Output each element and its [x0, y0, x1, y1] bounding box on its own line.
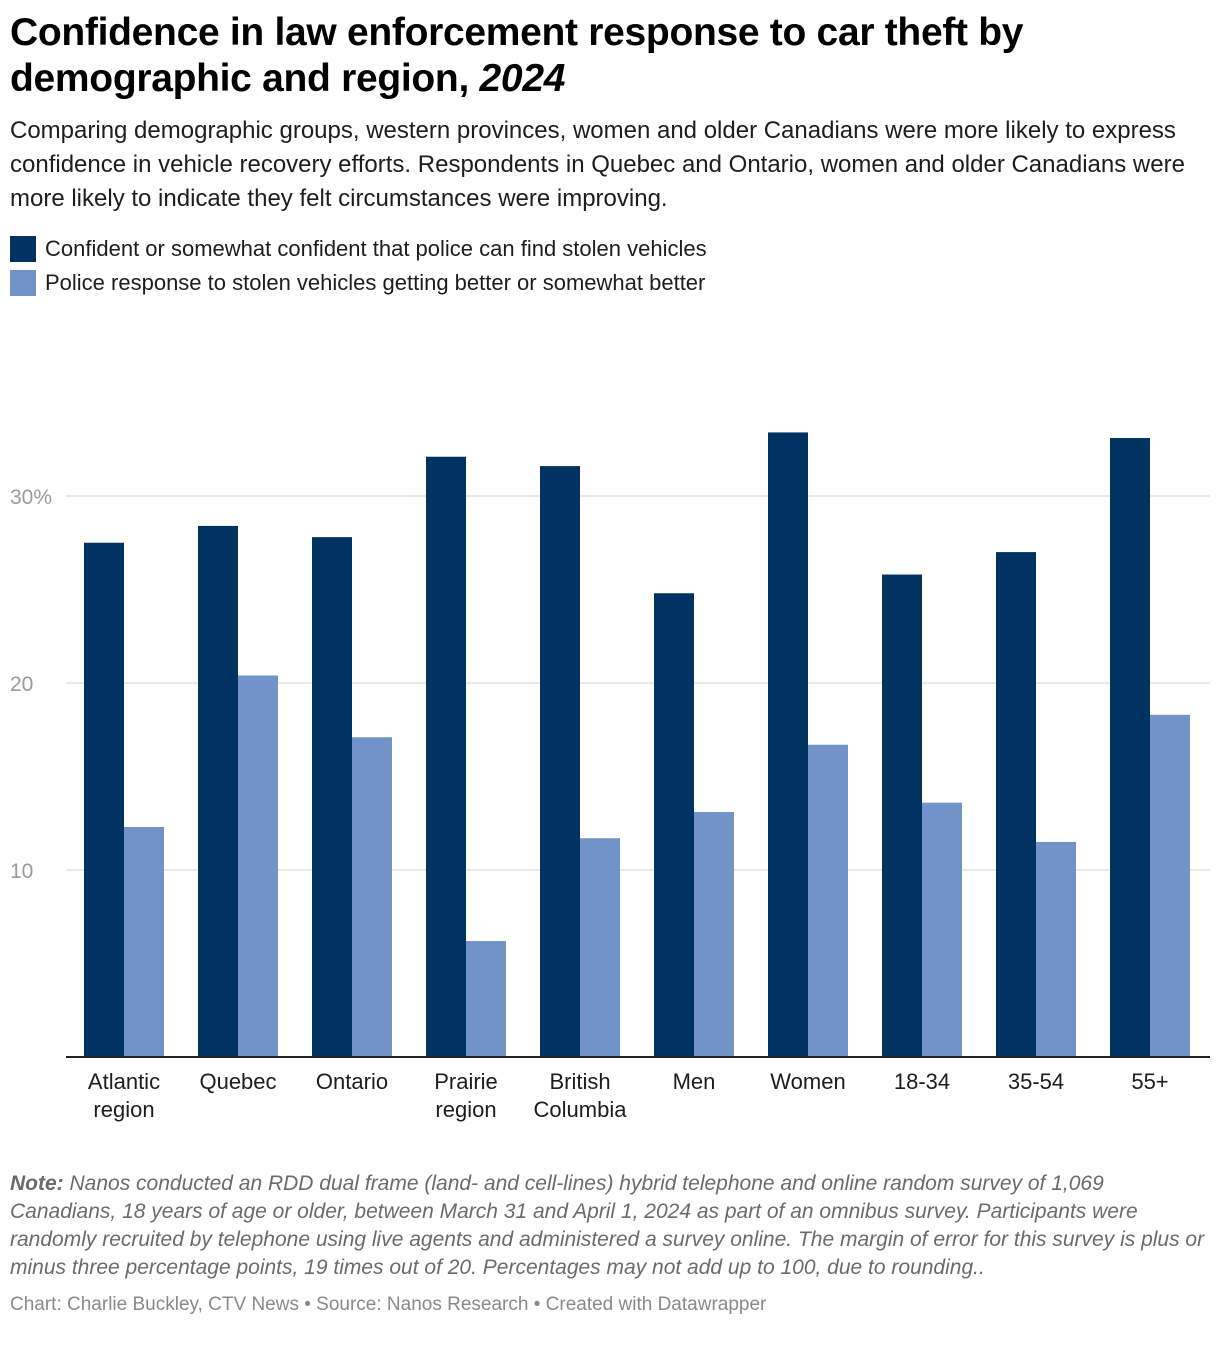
x-tick-label-line: Columbia	[534, 1097, 628, 1122]
x-tick-label-4: British Columbia	[534, 1069, 628, 1122]
chart-title-text: Confidence in law enforcement response t…	[10, 11, 1024, 100]
x-tick-label-8: 35-54	[1008, 1069, 1064, 1094]
x-tick-label-line: region	[93, 1097, 154, 1122]
x-tick-label-line: 18-34	[894, 1069, 950, 1094]
bar-series2-7	[922, 802, 962, 1057]
chart-note: Note: Nanos conducted an RDD dual frame …	[10, 1170, 1210, 1282]
x-tick-label-line: 35-54	[1008, 1069, 1064, 1094]
legend-label-series2: Police response to stolen vehicles getti…	[45, 270, 706, 295]
bar-series1-3	[426, 456, 466, 1058]
chart-header: Confidence in law enforcement response t…	[10, 10, 1210, 300]
bar-series1-9	[1110, 438, 1150, 1057]
x-tick-label-line: Prairie	[434, 1069, 498, 1094]
bar-series2-9	[1150, 714, 1190, 1057]
x-tick-label-5: Men	[673, 1069, 716, 1094]
chart-footer: Note: Nanos conducted an RDD dual frame …	[10, 1170, 1210, 1318]
y-tick-label-20: 20	[10, 673, 33, 696]
x-tick-label-2: Ontario	[316, 1069, 388, 1094]
bar-series1-5	[654, 593, 694, 1057]
bar-chart: 10 20 30% Atlantic region Quebec Ontario Prairi…	[10, 432, 1210, 1122]
note-text: Nanos conducted an RDD dual frame (land-…	[10, 1172, 1205, 1279]
chart-title-year: 2024	[479, 57, 566, 100]
legend-label-series1: Confident or somewhat confident that pol…	[45, 236, 707, 261]
legend: Confident or somewhat confident that pol…	[10, 232, 1210, 300]
bar-series2-6	[808, 744, 848, 1057]
x-tick-label-3: Prairie region	[434, 1069, 498, 1122]
x-tick-label-7: 18-34	[894, 1069, 950, 1094]
x-tick-label-9: 55+	[1131, 1069, 1168, 1094]
bar-series2-2	[352, 737, 392, 1057]
legend-item-series2: Police response to stolen vehicles getti…	[10, 266, 1210, 300]
bar-series1-7	[882, 574, 922, 1057]
y-tick-label-10: 10	[10, 860, 33, 883]
bar-series2-3	[466, 941, 506, 1057]
x-tick-label-line: British	[549, 1069, 610, 1094]
x-tick-label-6: Women	[770, 1069, 845, 1094]
chart-title: Confidence in law enforcement response t…	[10, 10, 1210, 102]
bar-series1-6	[768, 432, 808, 1057]
bar-series1-0	[84, 542, 124, 1057]
x-tick-label-line: Atlantic	[88, 1069, 160, 1094]
bar-series2-1	[238, 675, 278, 1057]
x-tick-label-line: region	[435, 1097, 496, 1122]
bar-series1-1	[198, 525, 238, 1057]
legend-swatch-series2	[10, 270, 36, 296]
chart-subtitle: Comparing demographic groups, western pr…	[10, 117, 1185, 212]
x-tick-label-line: Quebec	[199, 1069, 276, 1094]
x-tick-label-1: Quebec	[199, 1069, 276, 1094]
legend-item-series1: Confident or somewhat confident that pol…	[10, 232, 1210, 266]
x-tick-label-line: 55+	[1131, 1069, 1168, 1094]
x-tick-label-line: Men	[673, 1069, 716, 1094]
bar-series2-0	[124, 826, 164, 1057]
legend-swatch-series1	[10, 236, 36, 262]
x-tick-label-0: Atlantic region	[88, 1069, 160, 1122]
bar-series2-4	[580, 838, 620, 1057]
x-tick-label-line: Ontario	[316, 1069, 388, 1094]
bar-series2-5	[694, 812, 734, 1057]
bar-series1-8	[996, 552, 1036, 1057]
x-tick-label-line: Women	[770, 1069, 845, 1094]
y-tick-label-30: 30%	[10, 486, 52, 509]
bar-series1-2	[312, 537, 352, 1057]
note-label: Note:	[10, 1172, 64, 1195]
bar-series1-4	[540, 466, 580, 1057]
bar-series2-8	[1036, 841, 1076, 1057]
chart-credit: Chart: Charlie Buckley, CTV News • Sourc…	[10, 1294, 767, 1315]
